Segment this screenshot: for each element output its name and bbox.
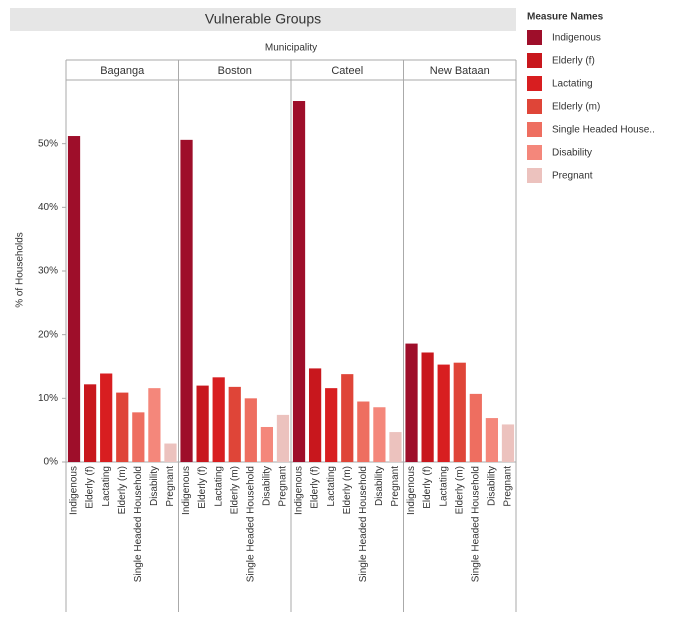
x-tick-label: Single Headed Household [470,466,481,582]
bar [421,352,434,462]
x-tick-label: Elderly (f) [197,466,208,509]
bar [469,393,482,462]
y-tick-label: 50% [38,138,58,149]
bar [309,368,322,462]
x-tick-label: Pregnant [390,466,401,507]
bar [325,388,338,462]
x-tick-label: Disability [374,466,385,506]
x-tick-label: Elderly (f) [85,466,96,509]
x-tick-label: Disability [262,466,273,506]
y-tick-label: 30% [38,266,58,277]
bar [341,374,354,462]
bar [180,139,193,462]
bar [405,343,418,462]
bar [501,424,515,462]
facet-label: Baganga [100,65,145,77]
x-tick-label: Indigenous [69,466,80,515]
bar [485,418,498,462]
bar [373,407,386,462]
bar [84,384,97,462]
bar [260,426,273,462]
legend-swatch [527,99,542,114]
bar [389,432,402,462]
legend-label: Indigenous [552,33,601,44]
bar [132,412,145,462]
legend-swatch [527,168,542,183]
bar [196,385,209,462]
x-tick-label: Disability [149,466,160,506]
x-tick-label: Indigenous [294,466,305,515]
x-tick-label: Indigenous [406,466,417,515]
x-tick-label: Elderly (m) [117,466,128,514]
legend-swatch [527,76,542,91]
bar [212,377,225,462]
legend-label: Lactating [552,79,593,90]
bar [292,101,306,462]
x-tick-label: Indigenous [181,466,192,515]
x-tick-label: Single Headed Household [358,466,369,582]
x-tick-label: Elderly (m) [229,466,240,514]
legend-title: Measure Names [527,12,604,23]
legend-label: Disability [552,148,592,159]
title-band [10,8,516,31]
facet-label: New Bataan [430,65,490,77]
bar [100,373,113,462]
x-tick-label: Pregnant [503,466,514,507]
legend-swatch [527,30,542,45]
y-axis-label: % of Households [15,232,26,308]
bar [148,388,161,462]
bar [244,398,257,462]
y-tick-label: 0% [44,457,59,468]
x-tick-label: Lactating [326,466,337,507]
bar [453,362,466,462]
chart-title: Vulnerable Groups [205,11,321,27]
x-tick-label: Elderly (f) [310,466,321,509]
legend-label: Pregnant [552,171,593,182]
facet-label: Boston [218,65,252,77]
x-tick-label: Elderly (m) [342,466,353,514]
legend-swatch [527,53,542,68]
x-tick-label: Lactating [438,466,449,507]
facet-title: Municipality [265,43,317,54]
bar [437,364,450,462]
legend-label: Elderly (m) [552,102,600,113]
legend-label: Single Headed House.. [552,125,655,136]
x-tick-label: Elderly (f) [422,466,433,509]
x-tick-label: Disability [487,466,498,506]
bar [116,392,129,462]
legend-swatch [527,145,542,160]
y-tick-label: 20% [38,329,58,340]
bar [67,136,81,462]
bar [357,401,370,462]
x-tick-label: Pregnant [165,466,176,507]
x-tick-label: Single Headed Household [133,466,144,582]
bar [276,414,290,462]
bar [164,443,177,462]
x-tick-label: Single Headed Household [245,466,256,582]
bar [228,386,241,462]
y-tick-label: 40% [38,202,58,213]
legend-label: Elderly (f) [552,56,595,67]
x-tick-label: Lactating [101,466,112,507]
legend-swatch [527,122,542,137]
x-tick-label: Lactating [213,466,224,507]
x-tick-label: Pregnant [278,466,289,507]
x-tick-label: Elderly (m) [454,466,465,514]
y-tick-label: 10% [38,393,58,404]
facet-label: Cateel [331,65,363,77]
